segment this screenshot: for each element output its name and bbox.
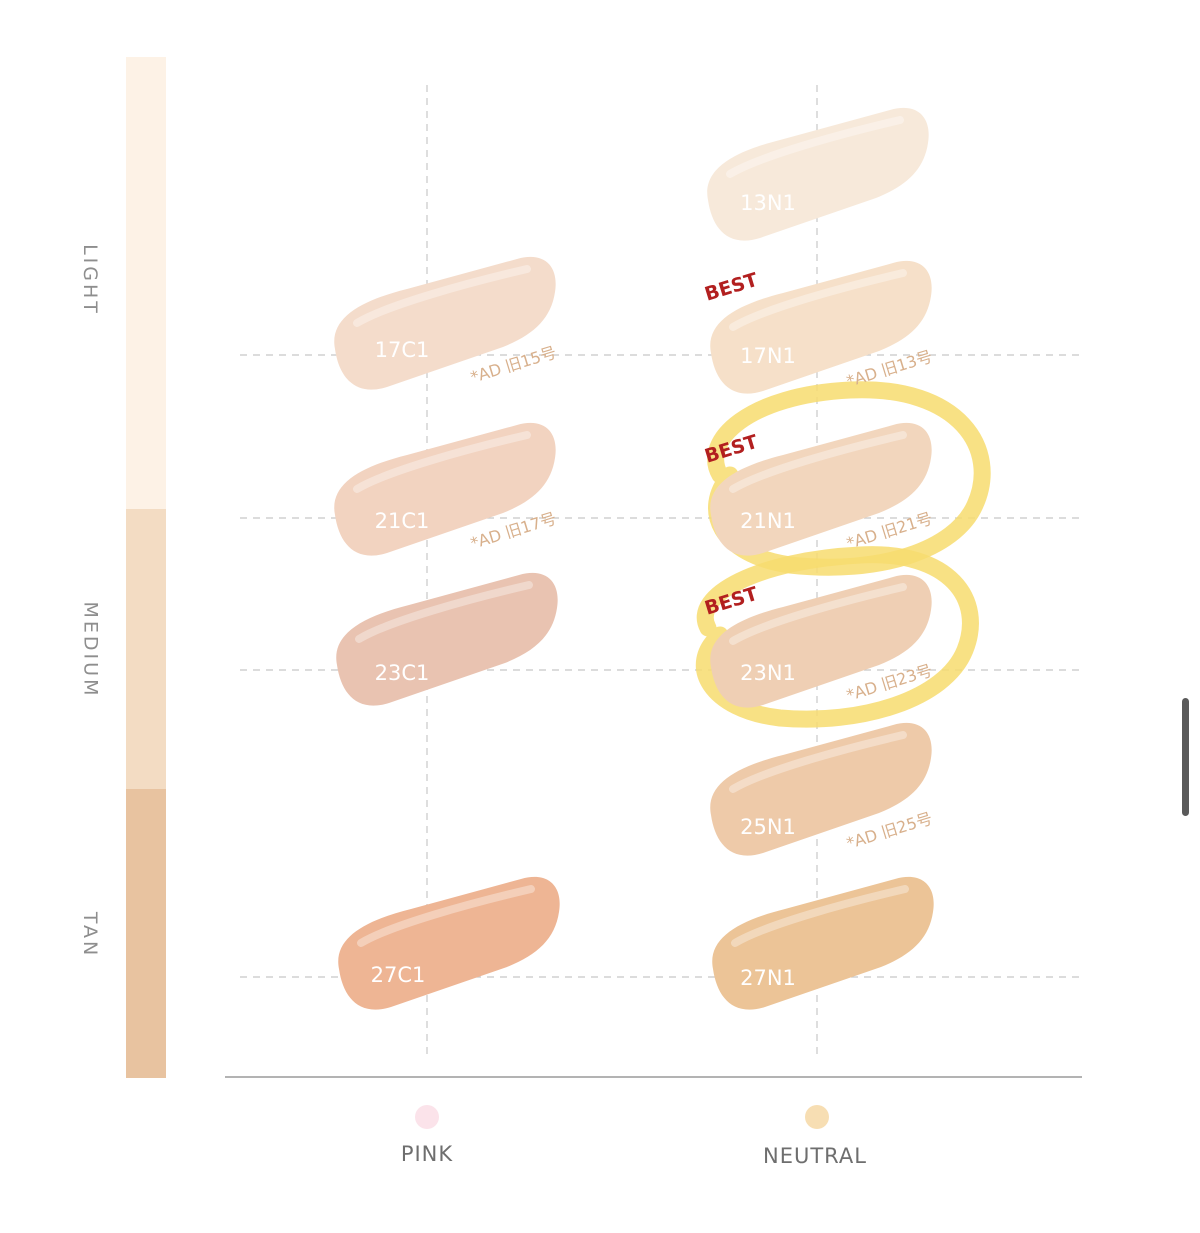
column-dots [415, 1105, 829, 1129]
swatch-smear [710, 574, 932, 708]
band-medium [126, 509, 166, 790]
swatch-smear [338, 876, 560, 1010]
column-dot-neutral [805, 1105, 829, 1129]
swatch-label: 17N1 [740, 344, 796, 368]
swatch-smear [707, 107, 929, 241]
swatch-sheen [729, 731, 907, 793]
swatch-smear [712, 876, 934, 1010]
column-label-neutral: NEUTRAL [763, 1144, 867, 1168]
swatch-label: 13N1 [740, 191, 796, 215]
swatch-label: 23C1 [375, 661, 430, 685]
swatch-smear [710, 260, 932, 394]
swatch-label: 27C1 [371, 963, 426, 987]
swatch-label: 27N1 [740, 966, 796, 990]
band-label-tan: TAN [79, 911, 101, 959]
swatch-sheen [353, 431, 531, 493]
tone-bands [126, 57, 166, 1078]
swatch-smear [334, 256, 556, 390]
column-dot-pink [415, 1105, 439, 1129]
swatch-label: 17C1 [375, 338, 430, 362]
swatch-smear [710, 422, 932, 556]
band-label-medium: MEDIUM [79, 601, 101, 699]
swatch-23c1: 23C1 [336, 572, 558, 706]
band-light [126, 57, 166, 509]
swatch-13n1: 13N1 [707, 107, 929, 241]
swatch-label: 23N1 [740, 661, 796, 685]
swatch-label: 21C1 [375, 509, 430, 533]
swatch-smear [710, 722, 932, 856]
grid-lines [225, 85, 1082, 1078]
highlight-circle [695, 546, 979, 728]
swatch-27n1: 27N1 [712, 876, 934, 1010]
scrollbar-thumb[interactable] [1182, 698, 1189, 816]
swatch-25n1: 25N1 *AD 旧25号 [710, 722, 935, 856]
swatch-sheen [729, 431, 907, 493]
swatch-sheen [729, 269, 907, 331]
swatch-17c1: 17C1 *AD 旧15号 [334, 256, 559, 390]
swatch-sheen [726, 116, 904, 178]
swatch-label: 25N1 [740, 815, 796, 839]
swatch-label: 21N1 [740, 509, 796, 533]
swatch-27c1: 27C1 [338, 876, 560, 1010]
swatch-sheen [353, 265, 531, 327]
swatch-sheen [731, 885, 909, 947]
column-label-pink: PINK [400, 1142, 454, 1166]
best-badge: BEST [702, 269, 760, 306]
swatch-21c1: 21C1 *AD 旧17号 [334, 422, 559, 556]
swatch-sheen [355, 581, 533, 643]
band-label-light: LIGHT [79, 244, 101, 316]
swatch-smear [334, 422, 556, 556]
swatch-smear [336, 572, 558, 706]
band-tan [126, 789, 166, 1078]
swatch-sheen [729, 583, 907, 645]
swatch-sheen [357, 885, 535, 947]
